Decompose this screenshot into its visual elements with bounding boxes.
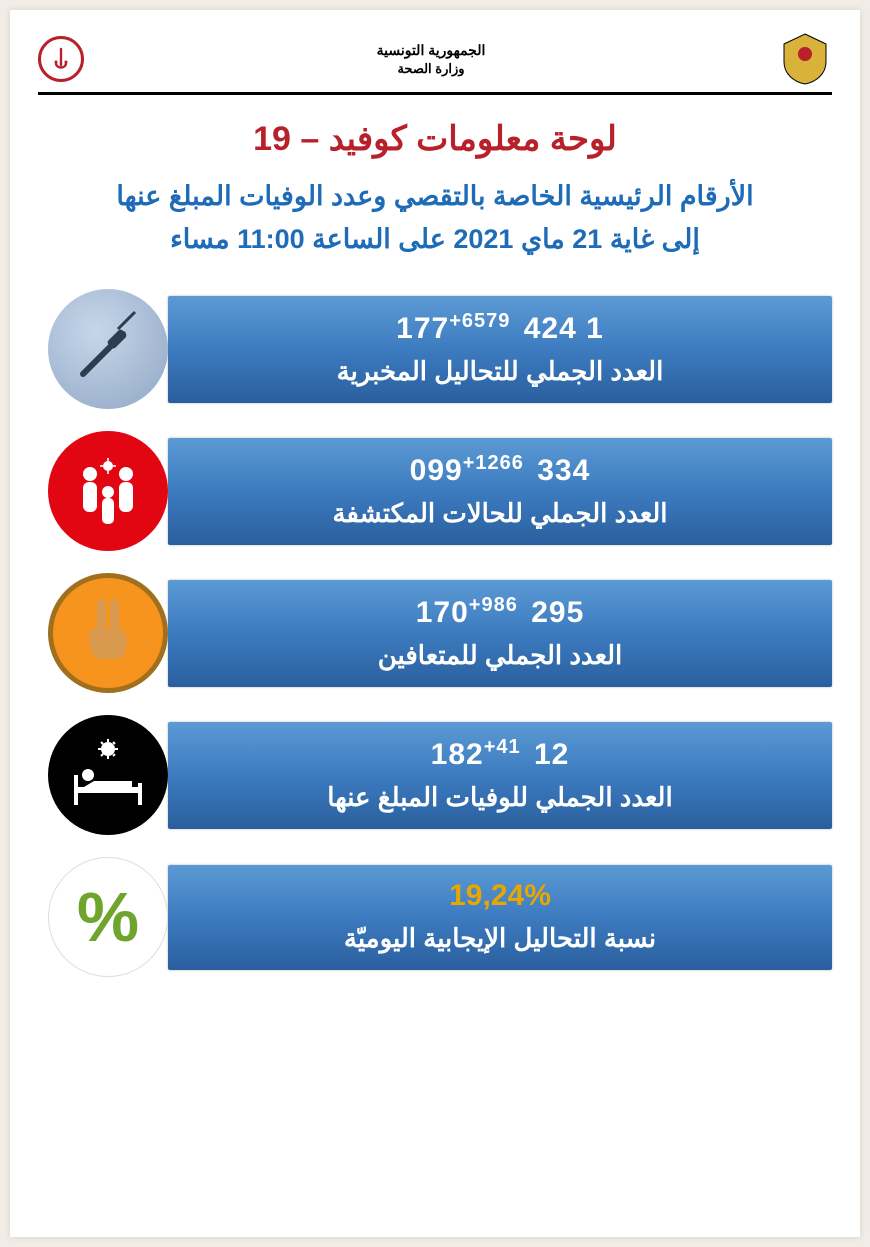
cases-label: العدد الجملي للحالات المكتشفة xyxy=(194,496,806,531)
positivity-value: 19,24% xyxy=(194,879,806,913)
dashboard-title: لوحة معلومات كوفيد – 19 xyxy=(38,119,832,159)
stat-panel-deaths: 12 182+41 العدد الجملي للوفيات المبلغ عن… xyxy=(168,722,832,829)
victory-hand-icon xyxy=(48,573,168,693)
tests-delta: +6579 xyxy=(449,310,510,332)
people-virus-icon xyxy=(48,431,168,551)
stat-tests: 1 424 177+6579 العدد الجملي للتحاليل الم… xyxy=(38,289,832,409)
recovered-delta: +986 xyxy=(469,594,518,616)
deaths-delta: +41 xyxy=(484,736,521,758)
stat-panel-positivity: 19,24% نسبة التحاليل الإيجابية اليوميّة xyxy=(168,865,832,970)
dashboard-subtitle: الأرقام الرئيسية الخاصة بالتقصي وعدد الو… xyxy=(38,175,832,261)
subtitle-line-1: الأرقام الرئيسية الخاصة بالتقصي وعدد الو… xyxy=(116,181,753,211)
stat-positivity: % 19,24% نسبة التحاليل الإيجابية اليوميّ… xyxy=(38,857,832,977)
stat-panel-recovered: 295 170+986 العدد الجملي للمتعافين xyxy=(168,580,832,687)
syringe-icon xyxy=(48,289,168,409)
positivity-label: نسبة التحاليل الإيجابية اليوميّة xyxy=(194,921,806,956)
deaths-label: العدد الجملي للوفيات المبلغ عنها xyxy=(194,780,806,815)
recovered-label: العدد الجملي للمتعافين xyxy=(194,638,806,673)
stat-cases: 334 099+1266 العدد الجملي للحالات المكتش… xyxy=(38,431,832,551)
national-emblem-icon xyxy=(778,32,832,86)
stat-recovered: 295 170+986 العدد الجملي للمتعافين xyxy=(38,573,832,693)
header-ministry: وزارة الصحة xyxy=(84,61,778,77)
ministry-logo-icon xyxy=(38,36,84,82)
stat-deaths: 12 182+41 العدد الجملي للوفيات المبلغ عن… xyxy=(38,715,832,835)
header-country: الجمهورية التونسية xyxy=(84,42,778,59)
page-header: الجمهورية التونسية وزارة الصحة xyxy=(38,32,832,95)
stat-panel-tests: 1 424 177+6579 العدد الجملي للتحاليل الم… xyxy=(168,296,832,403)
stat-panel-cases: 334 099+1266 العدد الجملي للحالات المكتش… xyxy=(168,438,832,545)
cases-delta: +1266 xyxy=(463,452,524,474)
hospital-bed-icon xyxy=(48,715,168,835)
percent-icon: % xyxy=(48,857,168,977)
subtitle-line-2: إلى غاية 21 ماي 2021 على الساعة 11:00 مس… xyxy=(170,224,700,254)
tests-label: العدد الجملي للتحاليل المخبرية xyxy=(194,354,806,389)
